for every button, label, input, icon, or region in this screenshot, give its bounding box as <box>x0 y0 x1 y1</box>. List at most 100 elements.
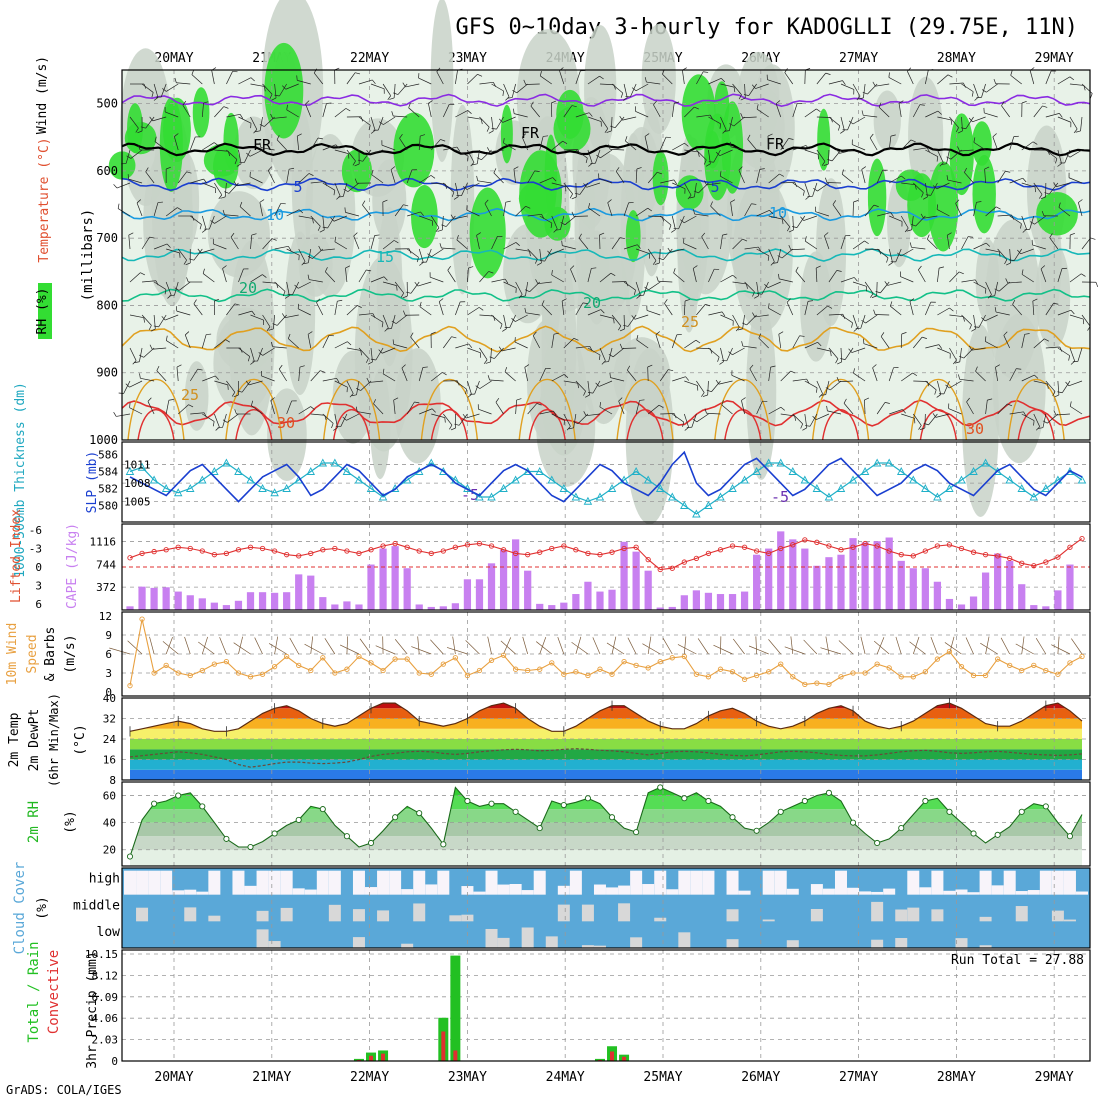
wind-barb-feather <box>486 126 490 132</box>
wind-barb <box>930 182 938 196</box>
wind-barb-feather <box>880 332 885 337</box>
wind-barb <box>346 347 361 351</box>
wind-barb-feather <box>299 365 305 368</box>
chart-area: 20MAY20MAY21MAY21MAY22MAY22MAY23MAY23MAY… <box>5 0 1099 1085</box>
wind-barb-feather <box>920 427 925 430</box>
wind-barb-feather <box>403 204 409 207</box>
wind-barb <box>1033 380 1048 385</box>
wind-barb-feather <box>391 111 394 117</box>
10m-wind-barb <box>165 637 173 655</box>
wind-barb <box>1021 374 1035 382</box>
wind-barb-feather <box>1090 93 1093 99</box>
wind-barb <box>975 371 986 382</box>
wind-barb-feather <box>536 262 542 266</box>
wind-barb-feather <box>973 137 976 143</box>
wind-barb-feather <box>853 200 859 203</box>
wind-barb-feather <box>1016 368 1022 370</box>
rh-gray-region <box>641 23 676 134</box>
wind-barb <box>918 269 926 283</box>
wind-barb <box>598 178 613 184</box>
wind-barb <box>913 182 924 193</box>
wind-barb <box>898 103 902 118</box>
lifted-index-point <box>994 553 1001 559</box>
wind-barb-feather <box>560 222 566 226</box>
wind-barb-feather <box>271 238 277 241</box>
wind-barb-feather <box>759 168 765 170</box>
wind-barb-feather <box>918 425 922 430</box>
wind-barb <box>382 373 396 382</box>
wind-barb-feather <box>610 125 616 129</box>
wind-barb <box>370 83 385 90</box>
wind-barb-feather <box>570 265 575 270</box>
10m-wind-barb <box>838 640 854 655</box>
10m-wind-point <box>284 653 290 660</box>
cape-bar <box>632 551 640 610</box>
cape-bar <box>270 592 279 610</box>
wind-barb <box>476 235 480 250</box>
wind-barb-feather <box>366 377 370 383</box>
wind-barb-feather <box>636 335 639 341</box>
wind-barb <box>901 372 913 382</box>
wind-barb-feather <box>382 199 388 203</box>
wind-barb <box>441 215 444 230</box>
wind-barb-feather <box>166 166 171 170</box>
cloud-cell <box>1003 870 1016 895</box>
wind-barb-feather <box>166 243 171 248</box>
wind-barb <box>780 215 791 227</box>
isotherm-30-loop <box>626 409 664 441</box>
wind-barb-feather <box>351 394 357 397</box>
lifted-index-point <box>356 550 362 557</box>
wind-barb-feather <box>778 331 784 335</box>
thickness-point <box>547 475 557 484</box>
wind-barb <box>570 268 577 283</box>
wind-barb-feather <box>344 207 346 213</box>
10m-wind-point <box>681 653 687 660</box>
wind-barb-feather <box>947 74 953 78</box>
wind-barb <box>708 347 720 358</box>
wind-barb <box>643 281 649 296</box>
wind-barb <box>334 182 341 197</box>
wind-barb <box>1069 83 1084 86</box>
wind-barb <box>672 376 686 382</box>
wind-barb-feather <box>864 240 869 245</box>
wind-barb <box>238 149 242 164</box>
wind-barb <box>160 83 167 98</box>
wind-barb-feather <box>816 108 821 113</box>
cloud-cell <box>473 891 486 895</box>
wind-barb <box>322 335 330 349</box>
wind-barb-feather <box>250 361 255 365</box>
wind-barb <box>358 313 373 316</box>
wind-barb <box>382 347 396 354</box>
10m-wind-barb <box>346 636 349 655</box>
wind-barb-feather <box>440 139 446 142</box>
wind-barb <box>696 413 709 423</box>
wind-barb <box>889 409 903 415</box>
2m-rh-point <box>729 814 736 821</box>
wind-barb-feather <box>830 351 832 357</box>
wind-barb <box>694 213 709 217</box>
cloud-cell <box>1015 906 1028 922</box>
rh-gray-region <box>267 388 307 481</box>
10m-wind-point <box>922 669 928 675</box>
wind-barb-feather <box>1053 410 1057 416</box>
wind-barb <box>718 380 733 385</box>
wind-barb <box>635 207 648 217</box>
wind-barb <box>477 180 492 184</box>
rh-gray-region <box>228 240 275 436</box>
wind-barb-feather <box>631 87 637 92</box>
wind-barb <box>476 149 480 164</box>
wind-barb-feather <box>758 246 762 252</box>
cloud-cell <box>136 907 149 922</box>
wind-barb-feather <box>884 402 890 404</box>
wind-barb-feather <box>740 97 746 101</box>
wind-barb-feather <box>664 299 668 304</box>
wind-barb-feather <box>1073 128 1078 134</box>
wind-barb <box>961 314 972 325</box>
cloud-cell <box>678 870 691 895</box>
temp-band <box>130 703 1082 709</box>
wind-barb-feather <box>827 159 833 162</box>
wind-barb <box>262 347 275 356</box>
cloud-cell <box>979 945 992 948</box>
precip-legend-convective: Convective <box>46 950 62 1034</box>
wind-barb-feather <box>188 404 194 408</box>
